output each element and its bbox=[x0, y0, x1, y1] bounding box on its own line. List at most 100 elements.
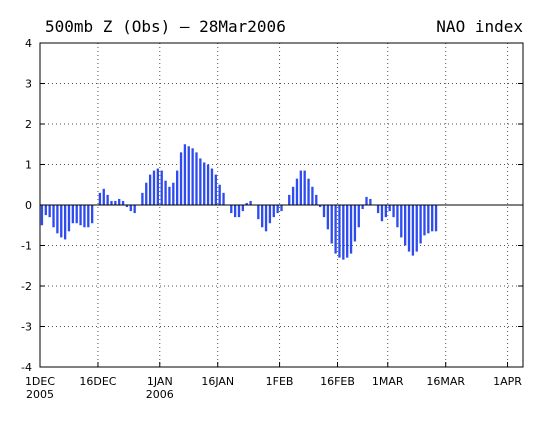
bar bbox=[400, 205, 403, 238]
bar bbox=[230, 205, 233, 214]
bar bbox=[388, 205, 391, 212]
bar-series bbox=[40, 144, 438, 260]
bar bbox=[434, 205, 438, 232]
bar bbox=[431, 205, 434, 232]
bar bbox=[129, 205, 132, 212]
bar bbox=[288, 194, 291, 206]
bar bbox=[210, 168, 214, 205]
bar bbox=[148, 174, 152, 206]
bar bbox=[199, 158, 202, 205]
bar bbox=[44, 205, 47, 216]
bar bbox=[121, 200, 125, 205]
bar bbox=[268, 205, 272, 224]
bar bbox=[303, 170, 306, 205]
x-tick-label: 16DEC bbox=[79, 375, 116, 388]
bar bbox=[357, 205, 360, 228]
bar bbox=[233, 205, 237, 218]
bar bbox=[403, 205, 407, 246]
bar bbox=[318, 205, 322, 208]
x-tick-label: 16FEB bbox=[320, 375, 355, 388]
bar bbox=[141, 192, 144, 205]
x-tick-label: 1APR bbox=[493, 375, 522, 388]
bar bbox=[291, 186, 295, 205]
x-tick-label: 1JAN bbox=[147, 375, 173, 388]
bar bbox=[91, 205, 94, 224]
bar bbox=[276, 205, 279, 214]
bar bbox=[342, 205, 345, 260]
bar bbox=[380, 205, 384, 222]
bar bbox=[346, 205, 349, 258]
bar bbox=[102, 188, 105, 205]
bar bbox=[338, 205, 341, 258]
bar bbox=[40, 205, 44, 226]
bar bbox=[322, 205, 326, 218]
bar bbox=[365, 196, 368, 205]
y-tick-label: -1 bbox=[21, 240, 32, 253]
bar bbox=[423, 205, 426, 236]
bar bbox=[52, 205, 55, 228]
x-tick-label: 16MAR bbox=[426, 375, 465, 388]
bar bbox=[152, 170, 156, 205]
bar bbox=[353, 205, 357, 242]
bar bbox=[172, 182, 175, 205]
bar bbox=[195, 152, 198, 205]
bar bbox=[156, 168, 160, 205]
bar bbox=[176, 170, 179, 205]
bar bbox=[241, 205, 245, 212]
bar bbox=[334, 205, 337, 254]
bar bbox=[110, 200, 113, 205]
bar bbox=[63, 205, 67, 240]
bar bbox=[206, 164, 210, 205]
bar bbox=[295, 178, 299, 205]
grid-lines bbox=[40, 43, 523, 367]
bar bbox=[349, 205, 353, 254]
x-tick-label: 1DEC bbox=[25, 375, 55, 388]
bar bbox=[168, 186, 171, 205]
y-tick-label: -2 bbox=[21, 280, 32, 293]
bar bbox=[203, 162, 206, 205]
bar bbox=[249, 200, 252, 205]
bar bbox=[326, 205, 330, 230]
bar bbox=[311, 186, 314, 205]
x-tick-year-label: 2006 bbox=[146, 388, 174, 401]
bar bbox=[179, 152, 183, 205]
bar bbox=[98, 192, 102, 205]
bar bbox=[237, 205, 241, 218]
bar bbox=[114, 200, 117, 205]
bar bbox=[299, 170, 302, 205]
bar bbox=[415, 205, 418, 252]
x-tick-label: 16JAN bbox=[201, 375, 234, 388]
bar bbox=[419, 205, 422, 244]
bar bbox=[376, 205, 380, 214]
bar bbox=[392, 205, 395, 218]
bar bbox=[75, 205, 78, 224]
bar bbox=[411, 205, 415, 256]
bar bbox=[191, 148, 194, 205]
x-tick-year-label: 2005 bbox=[26, 388, 54, 401]
bar bbox=[187, 146, 190, 205]
bar bbox=[145, 182, 148, 205]
bar bbox=[427, 205, 430, 234]
bar bbox=[261, 205, 264, 228]
y-tick-label: -3 bbox=[21, 321, 32, 334]
bar bbox=[264, 205, 268, 232]
y-axis: -4 -3 -2 -1 0 1 2 3 4 bbox=[21, 37, 523, 374]
bar bbox=[369, 198, 372, 205]
bar bbox=[60, 205, 63, 238]
chart-title: 500mb Z (Obs) — 28Mar2006 bbox=[45, 17, 286, 36]
bar bbox=[307, 178, 310, 205]
bar bbox=[79, 205, 82, 226]
bar bbox=[361, 205, 364, 210]
bar bbox=[315, 194, 318, 206]
bar bbox=[87, 205, 90, 228]
x-tick-label: 1MAR bbox=[372, 375, 404, 388]
y-tick-label: 0 bbox=[25, 199, 32, 212]
bar bbox=[67, 205, 71, 232]
bar bbox=[222, 192, 225, 205]
bar bbox=[125, 205, 129, 208]
bar bbox=[106, 194, 109, 206]
bar bbox=[330, 205, 333, 244]
x-tick-label: 1FEB bbox=[266, 375, 294, 388]
